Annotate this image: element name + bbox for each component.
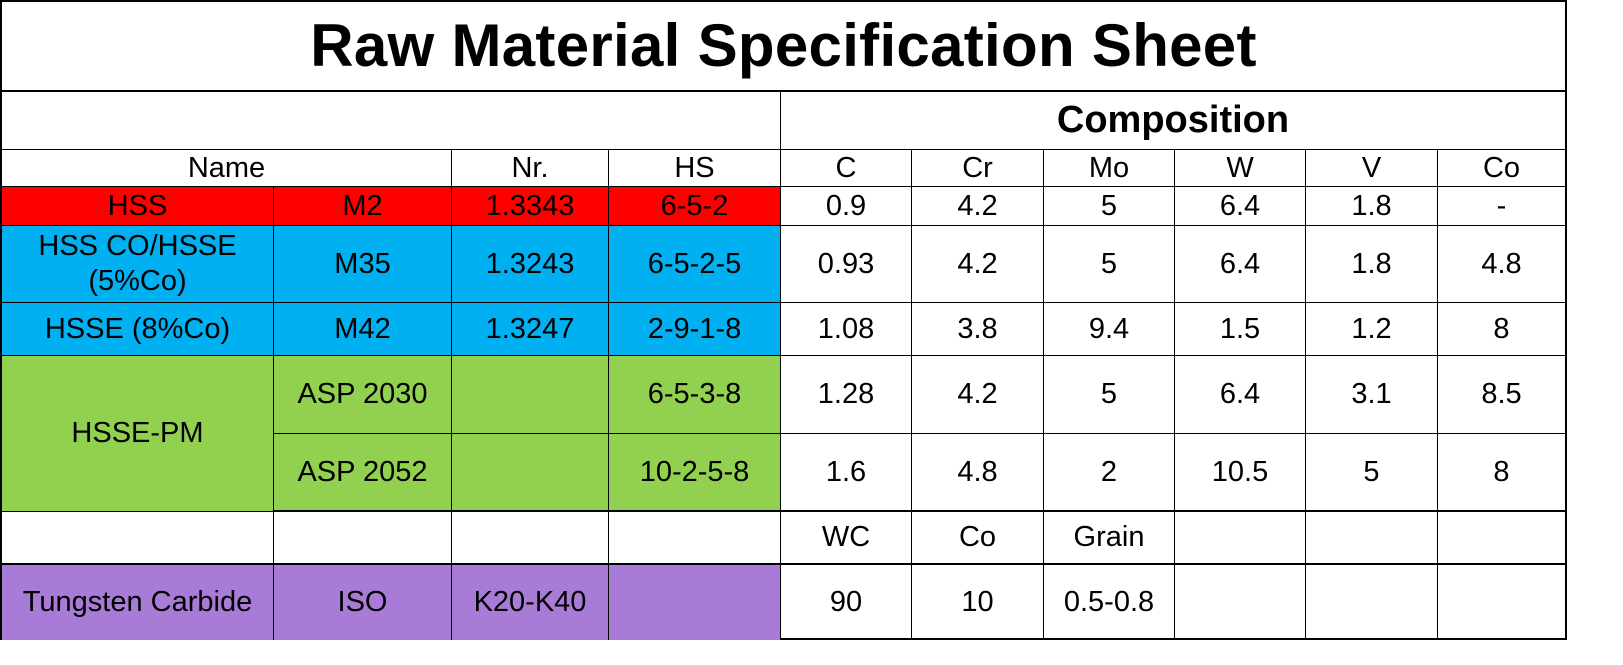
row-hss-group: HSS <box>2 187 274 226</box>
row-asp2030-w: 6.4 <box>1175 356 1306 434</box>
header-wc: WC <box>781 512 912 565</box>
row-carbide-group: Tungsten Carbide <box>2 565 274 640</box>
row-m35-c: 0.93 <box>781 226 912 303</box>
row-hss-grade: M2 <box>274 187 452 226</box>
row-hss-co: - <box>1438 187 1565 226</box>
row-asp2052-grade: ASP 2052 <box>274 434 452 512</box>
row-asp2052-c: 1.6 <box>781 434 912 512</box>
row-hss-w: 6.4 <box>1175 187 1306 226</box>
header-c: C <box>781 150 912 187</box>
row-hss-v: 1.8 <box>1306 187 1438 226</box>
row-asp2052-co: 8 <box>1438 434 1565 512</box>
carbide-blank-2 <box>274 512 452 565</box>
row-asp2052-v: 5 <box>1306 434 1438 512</box>
row-m35-nr: 1.3243 <box>452 226 609 303</box>
row-carbide-nr: K20-K40 <box>452 565 609 640</box>
row-m42-mo: 9.4 <box>1044 303 1175 356</box>
composition-header: Composition <box>781 92 1565 150</box>
header-hs: HS <box>609 150 781 187</box>
carbide-blank-4 <box>609 512 781 565</box>
row-m42-cr: 3.8 <box>912 303 1044 356</box>
row-hss-mo: 5 <box>1044 187 1175 226</box>
row-carbide-grain: 0.5-0.8 <box>1044 565 1175 640</box>
carbide-blank-7 <box>1438 512 1565 565</box>
carbide-empty-2 <box>1306 565 1438 640</box>
row-asp2030-nr <box>452 356 609 434</box>
row-m42-v: 1.2 <box>1306 303 1438 356</box>
row-m42-grade: M42 <box>274 303 452 356</box>
row-hss-c: 0.9 <box>781 187 912 226</box>
row-asp2030-grade: ASP 2030 <box>274 356 452 434</box>
row-asp2052-hs: 10-2-5-8 <box>609 434 781 512</box>
sheet-title: Raw Material Specification Sheet <box>2 2 1565 92</box>
row-hss-cr: 4.2 <box>912 187 1044 226</box>
row-asp2052-mo: 2 <box>1044 434 1175 512</box>
header-mo: Mo <box>1044 150 1175 187</box>
carbide-blank-5 <box>1175 512 1306 565</box>
row-hsse-pm-group: HSSE-PM <box>2 356 274 512</box>
row-m42-co: 8 <box>1438 303 1565 356</box>
header-carbide-co: Co <box>912 512 1044 565</box>
row-m42-w: 1.5 <box>1175 303 1306 356</box>
carbide-blank-6 <box>1306 512 1438 565</box>
row-asp2052-w: 10.5 <box>1175 434 1306 512</box>
row-asp2052-cr: 4.8 <box>912 434 1044 512</box>
row-m35-group: HSS CO/HSSE (5%Co) <box>2 226 274 303</box>
header-nr: Nr. <box>452 150 609 187</box>
row-m35-hs: 6-5-2-5 <box>609 226 781 303</box>
row-asp2052-nr <box>452 434 609 512</box>
row-m35-cr: 4.2 <box>912 226 1044 303</box>
row-carbide-grade: ISO <box>274 565 452 640</box>
row-m35-w: 6.4 <box>1175 226 1306 303</box>
carbide-blank-3 <box>452 512 609 565</box>
header-cr: Cr <box>912 150 1044 187</box>
header-name: Name <box>2 150 452 187</box>
row-m35-co: 4.8 <box>1438 226 1565 303</box>
specification-sheet: Raw Material Specification Sheet Composi… <box>0 0 1567 640</box>
row-hss-hs: 6-5-2 <box>609 187 781 226</box>
row-m35-mo: 5 <box>1044 226 1175 303</box>
row-asp2030-mo: 5 <box>1044 356 1175 434</box>
row-asp2030-hs: 6-5-3-8 <box>609 356 781 434</box>
blank-header-cell <box>2 92 781 150</box>
row-asp2030-c: 1.28 <box>781 356 912 434</box>
row-m35-grade: M35 <box>274 226 452 303</box>
header-w: W <box>1175 150 1306 187</box>
row-asp2030-v: 3.1 <box>1306 356 1438 434</box>
row-m42-c: 1.08 <box>781 303 912 356</box>
carbide-empty-3 <box>1438 565 1565 640</box>
row-carbide-wc: 90 <box>781 565 912 640</box>
header-grain: Grain <box>1044 512 1175 565</box>
row-m35-v: 1.8 <box>1306 226 1438 303</box>
carbide-blank-1 <box>2 512 274 565</box>
carbide-empty-1 <box>1175 565 1306 640</box>
row-m42-nr: 1.3247 <box>452 303 609 356</box>
row-carbide-co: 10 <box>912 565 1044 640</box>
row-asp2030-co: 8.5 <box>1438 356 1565 434</box>
header-v: V <box>1306 150 1438 187</box>
row-carbide-hs <box>609 565 781 640</box>
row-m42-hs: 2-9-1-8 <box>609 303 781 356</box>
header-co: Co <box>1438 150 1565 187</box>
row-asp2030-cr: 4.2 <box>912 356 1044 434</box>
row-m42-group: HSSE (8%Co) <box>2 303 274 356</box>
row-hss-nr: 1.3343 <box>452 187 609 226</box>
